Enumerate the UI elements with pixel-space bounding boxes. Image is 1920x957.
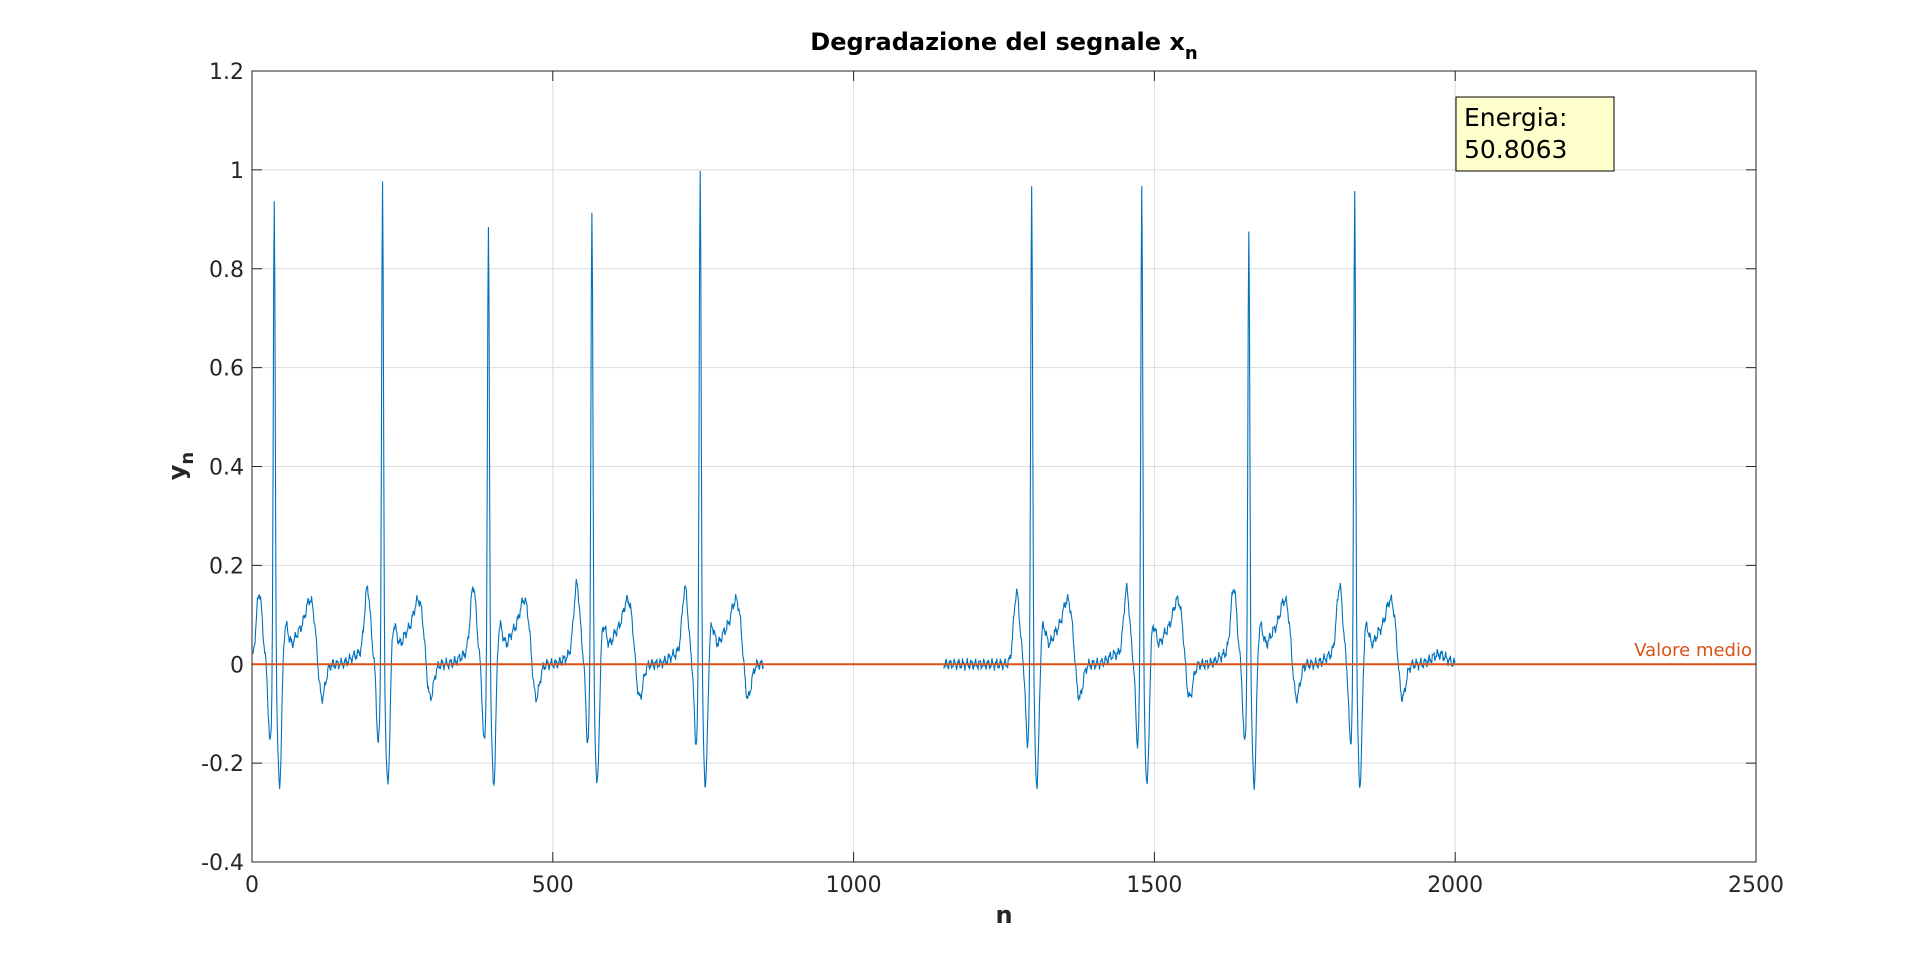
x-tick-label: 1500: [1126, 873, 1182, 898]
x-tick-labels: 0 500 1000 1500 2000 2500: [245, 873, 1784, 898]
y-tick-label: 0.8: [209, 258, 244, 283]
x-tick-label: 2000: [1427, 873, 1483, 898]
y-axis-label-main: y: [163, 464, 191, 480]
y-tick-label: -0.2: [201, 752, 244, 777]
y-tick-label: 0.6: [209, 357, 244, 382]
energy-annotation-label: Energia:: [1464, 103, 1567, 132]
y-tick-label: -0.4: [201, 851, 244, 876]
x-tick-label: 2500: [1728, 873, 1784, 898]
signal-line: [943, 186, 1456, 790]
energy-annotation: Energia: 50.8063: [1455, 96, 1615, 172]
series-layer: [252, 170, 1756, 790]
energy-annotation-box: [1455, 96, 1615, 172]
x-tick-label: 0: [245, 873, 259, 898]
signal-line: [252, 170, 764, 790]
y-tick-label: 1.2: [209, 60, 244, 85]
energy-annotation-value: 50.8063: [1464, 135, 1567, 164]
chart-title-main: Degradazione del segnale x: [810, 28, 1185, 56]
x-axis-label: n: [995, 901, 1012, 929]
chart-title-subscript: n: [1185, 43, 1198, 64]
y-tick-label: 0: [230, 653, 244, 678]
y-tick-label: 0.2: [209, 554, 244, 579]
y-tick-label: 1: [230, 159, 244, 184]
chart-title: Degradazione del segnale xn: [810, 28, 1197, 64]
x-tick-label: 1000: [826, 873, 882, 898]
y-axis-label-subscript: n: [177, 452, 198, 465]
x-tick-label: 500: [532, 873, 574, 898]
plot-border: [251, 70, 1757, 863]
y-tick-labels: -0.4 -0.2 0 0.2 0.4 0.6 0.8 1 1.2: [201, 60, 244, 876]
mean-line-label: Valore medio: [1634, 640, 1752, 661]
y-tick-label: 0.4: [209, 456, 244, 481]
y-axis-label: yn: [163, 452, 198, 480]
